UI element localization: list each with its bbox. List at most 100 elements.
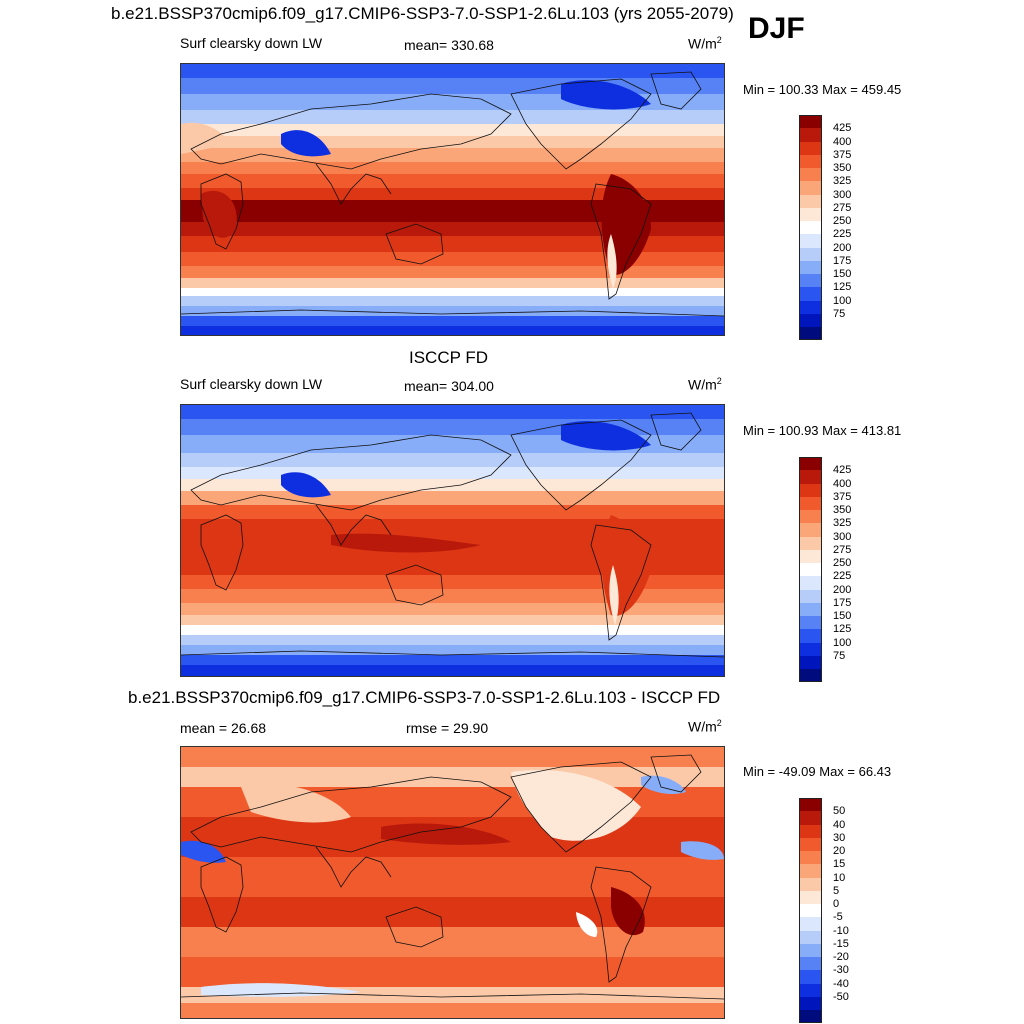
coastline bbox=[590, 524, 652, 641]
colorbar-tick-label: 200 bbox=[833, 583, 852, 596]
field-band bbox=[181, 635, 724, 645]
panel1-title: b.e21.BSSP370cmip6.f09_g17.CMIP6-SSP3-7.… bbox=[111, 4, 734, 23]
panel1-colorbar bbox=[799, 115, 822, 341]
field-band bbox=[181, 857, 724, 897]
coastline bbox=[510, 761, 652, 853]
colorbar-swatch bbox=[799, 943, 822, 957]
colorbar-tick-label: 100 bbox=[833, 636, 852, 649]
colorbar-tick-label: 425 bbox=[833, 464, 852, 477]
coastline bbox=[385, 564, 444, 606]
panel2-mean-label: mean= 304.00 bbox=[404, 378, 494, 394]
colorbar-tick-label: -5 bbox=[833, 911, 843, 924]
colorbar-swatch bbox=[799, 523, 822, 537]
field-band bbox=[181, 479, 724, 491]
field-band bbox=[181, 188, 724, 200]
colorbar-swatch bbox=[799, 864, 822, 878]
coastline bbox=[200, 173, 244, 250]
coastline bbox=[590, 183, 652, 300]
colorbar-swatch bbox=[799, 629, 822, 643]
colorbar-swatch bbox=[799, 247, 822, 261]
colorbar-swatch bbox=[799, 851, 822, 865]
colorbar-tick-label: 30 bbox=[833, 831, 846, 844]
coastline bbox=[181, 992, 724, 1000]
colorbar-swatch bbox=[799, 510, 822, 524]
colorbar-tick-label: 225 bbox=[833, 570, 852, 583]
panel2-variable-label: Surf clearsky down LW bbox=[180, 376, 323, 392]
field-contour bbox=[241, 783, 351, 823]
field-band bbox=[181, 453, 724, 467]
field-band bbox=[181, 200, 724, 222]
colorbar-swatch bbox=[799, 483, 822, 497]
coastline bbox=[510, 78, 652, 170]
colorbar-tick-label: 5 bbox=[833, 884, 840, 897]
colorbar-swatch bbox=[799, 274, 822, 288]
field-band bbox=[181, 288, 724, 296]
coastline bbox=[590, 866, 652, 983]
colorbar-tick-label: 300 bbox=[833, 188, 852, 201]
colorbar-swatch bbox=[799, 313, 822, 327]
colorbar-swatch bbox=[799, 115, 822, 129]
colorbar-tick-label: 400 bbox=[833, 135, 852, 148]
colorbar-tick-label: 75 bbox=[833, 649, 846, 662]
colorbar-tick-label: 100 bbox=[833, 294, 852, 307]
field-contour bbox=[561, 421, 651, 451]
coastline bbox=[315, 504, 392, 546]
field-band bbox=[181, 162, 724, 174]
field-band bbox=[181, 136, 724, 148]
field-band bbox=[181, 1003, 724, 1018]
panel2-colorbar bbox=[799, 457, 822, 683]
colorbar-tick-label: -50 bbox=[833, 990, 849, 1003]
colorbar-swatch bbox=[799, 536, 822, 550]
field-band bbox=[181, 505, 724, 519]
field-band bbox=[181, 252, 724, 266]
colorbar-swatch bbox=[799, 300, 822, 314]
panel1-minmax: Min = 100.33 Max = 459.45 bbox=[743, 82, 902, 97]
colorbar-tick-label: 10 bbox=[833, 871, 846, 884]
coastline bbox=[190, 776, 512, 853]
colorbar-swatch bbox=[799, 1010, 822, 1024]
colorbar-tick-label: 350 bbox=[833, 162, 852, 174]
colorbar-tick-label: 175 bbox=[833, 254, 852, 267]
field-band bbox=[181, 174, 724, 188]
coastline bbox=[385, 906, 444, 948]
field-band bbox=[181, 559, 724, 575]
field-band bbox=[181, 519, 724, 535]
field-band bbox=[181, 615, 724, 625]
colorbar-tick-label: 200 bbox=[833, 241, 852, 254]
field-band bbox=[181, 124, 724, 136]
colorbar-swatch bbox=[799, 549, 822, 563]
panel2-minmax: Min = 100.93 Max = 413.81 bbox=[743, 423, 902, 438]
coastline bbox=[385, 223, 444, 265]
colorbar-swatch bbox=[799, 457, 822, 471]
colorbar-tick-label: -20 bbox=[833, 951, 849, 963]
colorbar-tick-label: 325 bbox=[833, 175, 852, 188]
colorbar-swatch bbox=[799, 563, 822, 577]
field-band bbox=[181, 603, 724, 615]
colorbar-tick-label: 125 bbox=[833, 623, 852, 636]
colorbar-swatch bbox=[799, 194, 822, 208]
colorbar-tick-label: 175 bbox=[833, 596, 852, 609]
colorbar-tick-label: 275 bbox=[833, 201, 852, 214]
colorbar-swatch bbox=[799, 917, 822, 931]
colorbar-swatch bbox=[799, 168, 822, 182]
colorbar-tick-label: 375 bbox=[833, 148, 852, 161]
colorbar-swatch bbox=[799, 890, 822, 904]
colorbar-swatch bbox=[799, 128, 822, 142]
colorbar-swatch bbox=[799, 824, 822, 838]
colorbar-tick-label: 150 bbox=[833, 268, 852, 280]
colorbar-tick-label: 425 bbox=[833, 122, 852, 135]
field-contour bbox=[576, 912, 598, 937]
colorbar-tick-label: 250 bbox=[833, 215, 852, 227]
colorbar-tick-label: 300 bbox=[833, 530, 852, 543]
field-contour bbox=[281, 130, 331, 157]
field-band bbox=[181, 148, 724, 162]
field-band bbox=[181, 278, 724, 288]
colorbar-tick-label: 50 bbox=[833, 805, 846, 818]
colorbar-tick-label: 350 bbox=[833, 504, 852, 516]
coastline bbox=[650, 412, 702, 451]
field-band bbox=[181, 625, 724, 635]
panel2-units: W/m2 bbox=[688, 376, 722, 393]
field-band bbox=[181, 665, 724, 676]
field-band bbox=[181, 296, 724, 306]
colorbar-swatch bbox=[799, 811, 822, 825]
